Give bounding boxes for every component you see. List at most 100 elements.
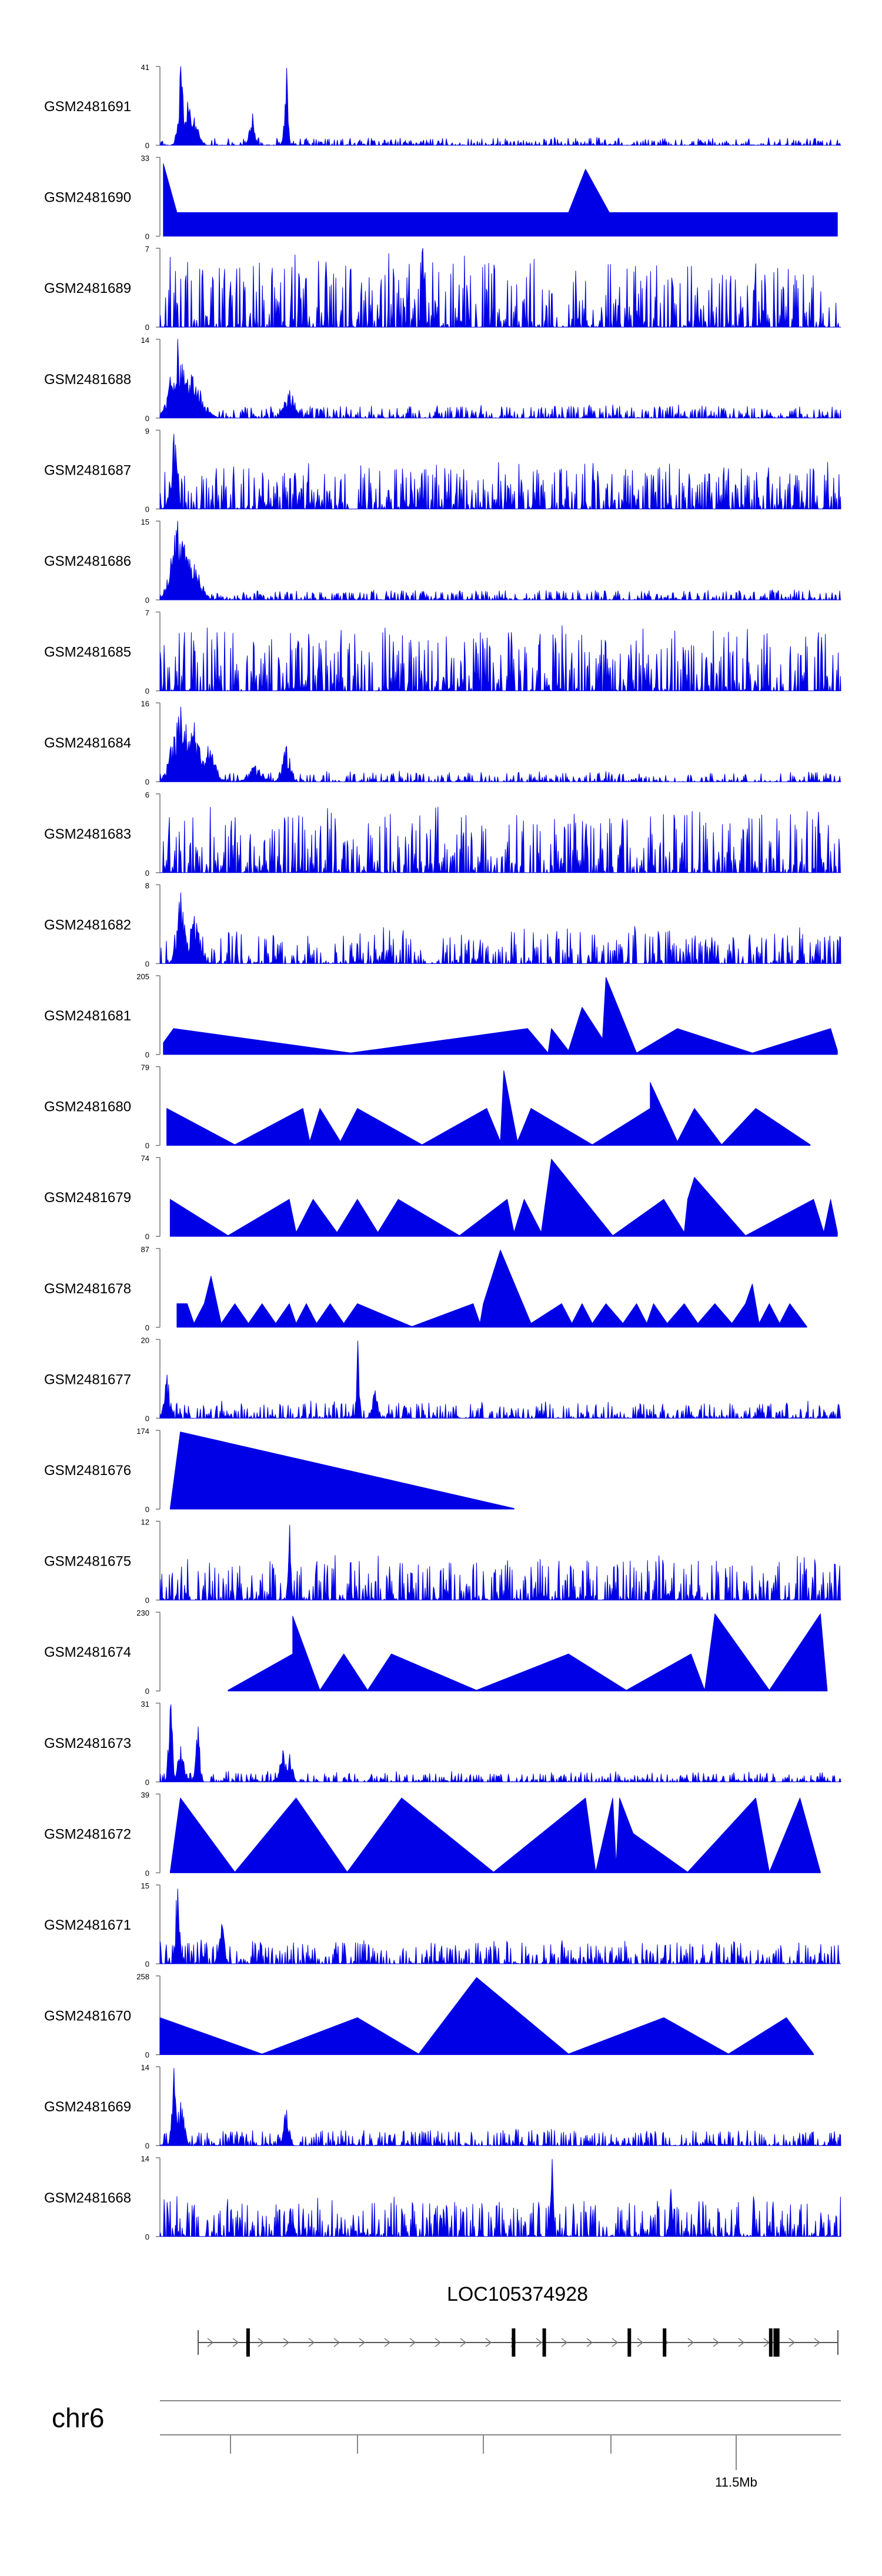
exon-mark xyxy=(663,2328,667,2357)
y-min-label: 0 xyxy=(145,2141,149,2150)
y-min-label: 0 xyxy=(145,1687,149,1696)
track-label: GSM2481688 xyxy=(44,372,131,388)
coverage-area xyxy=(159,625,841,692)
y-min-label: 0 xyxy=(145,1323,149,1332)
track-GSM2481668: GSM2481668 14 0 xyxy=(44,2154,841,2241)
y-max-label: 205 xyxy=(136,972,149,981)
track-label: GSM2481674 xyxy=(44,1644,131,1660)
exon-mark xyxy=(627,2328,632,2357)
y-min-label: 0 xyxy=(145,1960,149,1968)
y-max-label: 6 xyxy=(145,790,149,799)
y-min-label: 0 xyxy=(145,141,149,150)
y-min-label: 0 xyxy=(145,1505,149,1514)
track-label: GSM2481691 xyxy=(44,99,131,115)
strand-arrow xyxy=(612,2338,619,2347)
strand-arrow xyxy=(435,2338,442,2347)
coverage-area xyxy=(169,1432,514,1510)
track-label: GSM2481675 xyxy=(44,1554,131,1570)
strand-arrow xyxy=(637,2338,644,2347)
coverage-area xyxy=(159,1340,841,1419)
y-max-label: 20 xyxy=(141,1336,149,1344)
strand-arrow xyxy=(814,2338,821,2347)
y-max-label: 9 xyxy=(145,426,149,435)
y-min-label: 0 xyxy=(145,1050,149,1059)
track-label: GSM2481669 xyxy=(44,2099,131,2115)
track-label: GSM2481678 xyxy=(44,1281,131,1297)
coverage-area xyxy=(163,163,838,237)
coverage-area xyxy=(159,892,841,964)
y-max-label: 16 xyxy=(141,699,149,708)
track-label: GSM2481687 xyxy=(44,462,131,478)
track-label: GSM2481676 xyxy=(44,1463,131,1479)
track-GSM2481672: GSM2481672 39 0 xyxy=(44,1790,821,1877)
coverage-area xyxy=(159,2159,841,2237)
y-max-label: 230 xyxy=(136,1609,149,1617)
exon-mark xyxy=(769,2328,773,2357)
y-max-label: 174 xyxy=(136,1427,149,1436)
y-max-label: 14 xyxy=(141,2154,149,2163)
track-GSM2481685: GSM2481685 7 0 xyxy=(44,609,841,696)
y-max-label: 14 xyxy=(141,336,149,345)
y-min-label: 0 xyxy=(145,1778,149,1787)
track-GSM2481670: GSM2481670 258 0 xyxy=(44,1973,814,2060)
y-max-label: 41 xyxy=(141,63,149,72)
track-label: GSM2481673 xyxy=(44,1736,131,1751)
coverage-tracks: GSM2481691410GSM2481690330GSM248168970GS… xyxy=(44,63,841,2241)
coverage-area xyxy=(159,706,841,782)
track-GSM2481690: GSM2481690 33 0 xyxy=(44,154,838,241)
strand-arrow xyxy=(485,2338,492,2347)
strand-arrow xyxy=(359,2338,366,2347)
track-label: GSM2481690 xyxy=(44,190,131,206)
chromosome-axis: chr6 11.5Mb xyxy=(52,2400,841,2490)
coverage-area xyxy=(159,1888,841,1964)
track-label: GSM2481689 xyxy=(44,281,131,296)
track-GSM2481680: GSM2481680 79 0 xyxy=(44,1063,811,1150)
track-label: GSM2481686 xyxy=(44,553,131,569)
y-max-label: 7 xyxy=(145,609,149,618)
coverage-area xyxy=(159,248,841,328)
track-GSM2481688: GSM2481688 14 0 xyxy=(44,336,841,423)
strand-arrow xyxy=(283,2338,290,2347)
exon-mark xyxy=(512,2328,516,2357)
chromosome-label: chr6 xyxy=(52,2403,104,2433)
strand-arrow xyxy=(409,2338,416,2347)
y-max-label: 74 xyxy=(141,1154,149,1163)
track-GSM2481679: GSM2481679 74 0 xyxy=(44,1154,838,1241)
track-label: GSM2481683 xyxy=(44,826,131,842)
exon-mark xyxy=(246,2328,250,2357)
y-max-label: 258 xyxy=(136,1973,149,1981)
strand-arrow xyxy=(384,2338,391,2347)
y-max-label: 8 xyxy=(145,881,149,890)
track-GSM2481674: GSM2481674 230 0 xyxy=(44,1609,828,1696)
track-label: GSM2481685 xyxy=(44,645,131,660)
track-label: GSM2481670 xyxy=(44,2008,131,2024)
track-GSM2481683: GSM2481683 6 0 xyxy=(44,790,841,877)
y-max-label: 15 xyxy=(141,1881,149,1890)
coverage-area xyxy=(159,520,841,600)
strand-arrow xyxy=(536,2338,543,2347)
exon-mark xyxy=(776,2328,780,2357)
coverage-area xyxy=(169,1159,838,1237)
track-label: GSM2481671 xyxy=(44,1917,131,1933)
coverage-area xyxy=(228,1613,828,1691)
track-label: GSM2481668 xyxy=(44,2190,131,2206)
y-min-label: 0 xyxy=(145,1232,149,1241)
y-min-label: 0 xyxy=(145,232,149,241)
exon-mark xyxy=(773,2328,777,2357)
strand-arrow xyxy=(232,2338,239,2347)
track-GSM2481678: GSM2481678 87 0 xyxy=(44,1245,807,1332)
track-GSM2481682: GSM2481682 8 0 xyxy=(44,881,841,968)
track-GSM2481691: GSM2481691 41 0 xyxy=(44,63,841,150)
y-min-label: 0 xyxy=(145,959,149,968)
strand-arrow xyxy=(308,2338,315,2347)
strand-arrow xyxy=(207,2338,214,2347)
track-GSM2481686: GSM2481686 15 0 xyxy=(44,518,841,605)
strand-arrow xyxy=(713,2338,720,2347)
y-min-label: 0 xyxy=(145,778,149,786)
coverage-area xyxy=(159,2068,841,2146)
coverage-area xyxy=(159,339,841,419)
coverage-area xyxy=(159,66,841,146)
y-max-label: 79 xyxy=(141,1063,149,1072)
track-label: GSM2481681 xyxy=(44,1008,131,1024)
